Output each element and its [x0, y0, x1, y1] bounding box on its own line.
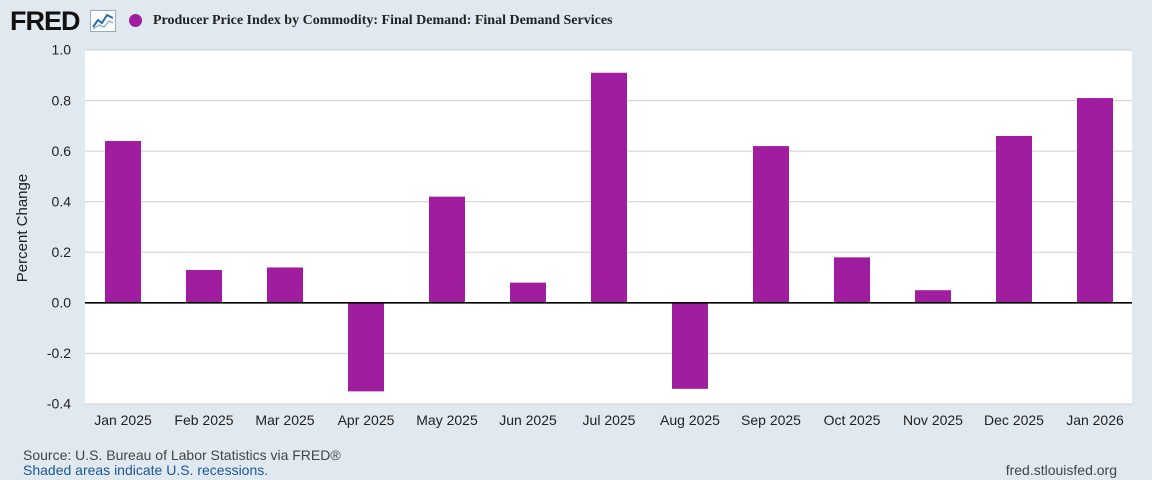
y-tick-label: 0.4 [52, 193, 72, 209]
chart-header: FRED Producer Price Index by Commodity: … [10, 6, 910, 36]
fred-url[interactable]: fred.stlouisfed.org [1005, 462, 1117, 478]
bar-chart: 1.0 0.8 0.6 0.4 0.2 0.0 -0.2 -0.4 Jan 2025 Feb 2… [14, 42, 1132, 428]
bar[interactable] [510, 282, 546, 303]
bar[interactable] [672, 302, 708, 389]
legend-marker [129, 14, 142, 27]
x-tick-label: Apr 2025 [338, 412, 395, 428]
x-tick-label: Oct 2025 [824, 412, 881, 428]
y-tick-label: 1.0 [52, 42, 72, 58]
y-axis-ticks: 1.0 0.8 0.6 0.4 0.2 0.0 -0.2 -0.4 [47, 42, 71, 412]
y-tick-label: 0.8 [52, 92, 72, 108]
x-tick-label: Mar 2025 [255, 412, 314, 428]
x-tick-label: Jan 2026 [1066, 412, 1124, 428]
y-tick-label: 0.0 [52, 295, 72, 311]
bar[interactable] [105, 141, 141, 303]
grid-lines [85, 49, 1132, 405]
bar[interactable] [348, 302, 384, 392]
bar-series [105, 72, 1113, 392]
bar[interactable] [429, 196, 465, 303]
y-tick-label: -0.2 [47, 345, 71, 361]
x-tick-label: Jun 2025 [499, 412, 557, 428]
recession-note[interactable]: Shaded areas indicate U.S. recessions. [23, 462, 269, 478]
x-tick-label: Feb 2025 [174, 412, 233, 428]
source-note: Source: U.S. Bureau of Labor Statistics … [23, 447, 341, 463]
y-axis-label: Percent Change [14, 174, 31, 282]
series-title[interactable]: Producer Price Index by Commodity: Final… [153, 13, 613, 28]
x-tick-label: Jan 2025 [94, 412, 152, 428]
line-graph-icon [90, 10, 116, 32]
x-axis-ticks: Jan 2025 Feb 2025 Mar 2025 Apr 2025 May 2025… [94, 412, 1124, 428]
bar[interactable] [1077, 98, 1113, 303]
y-tick-label: 0.6 [52, 143, 72, 159]
x-tick-label: Dec 2025 [984, 412, 1044, 428]
x-tick-label: Nov 2025 [903, 412, 963, 428]
bar[interactable] [591, 72, 627, 303]
bar[interactable] [267, 267, 303, 303]
x-tick-label: Jul 2025 [583, 412, 636, 428]
x-tick-label: Aug 2025 [660, 412, 720, 428]
bar[interactable] [834, 257, 870, 303]
y-tick-label: 0.2 [52, 244, 72, 260]
bar[interactable] [996, 135, 1032, 303]
bar[interactable] [753, 146, 789, 303]
x-tick-label: May 2025 [416, 412, 478, 428]
x-tick-label: Sep 2025 [741, 412, 801, 428]
bar[interactable] [186, 269, 222, 303]
fred-logo[interactable]: FRED [10, 6, 80, 36]
y-tick-label: -0.4 [47, 396, 71, 412]
bar[interactable] [915, 290, 951, 303]
